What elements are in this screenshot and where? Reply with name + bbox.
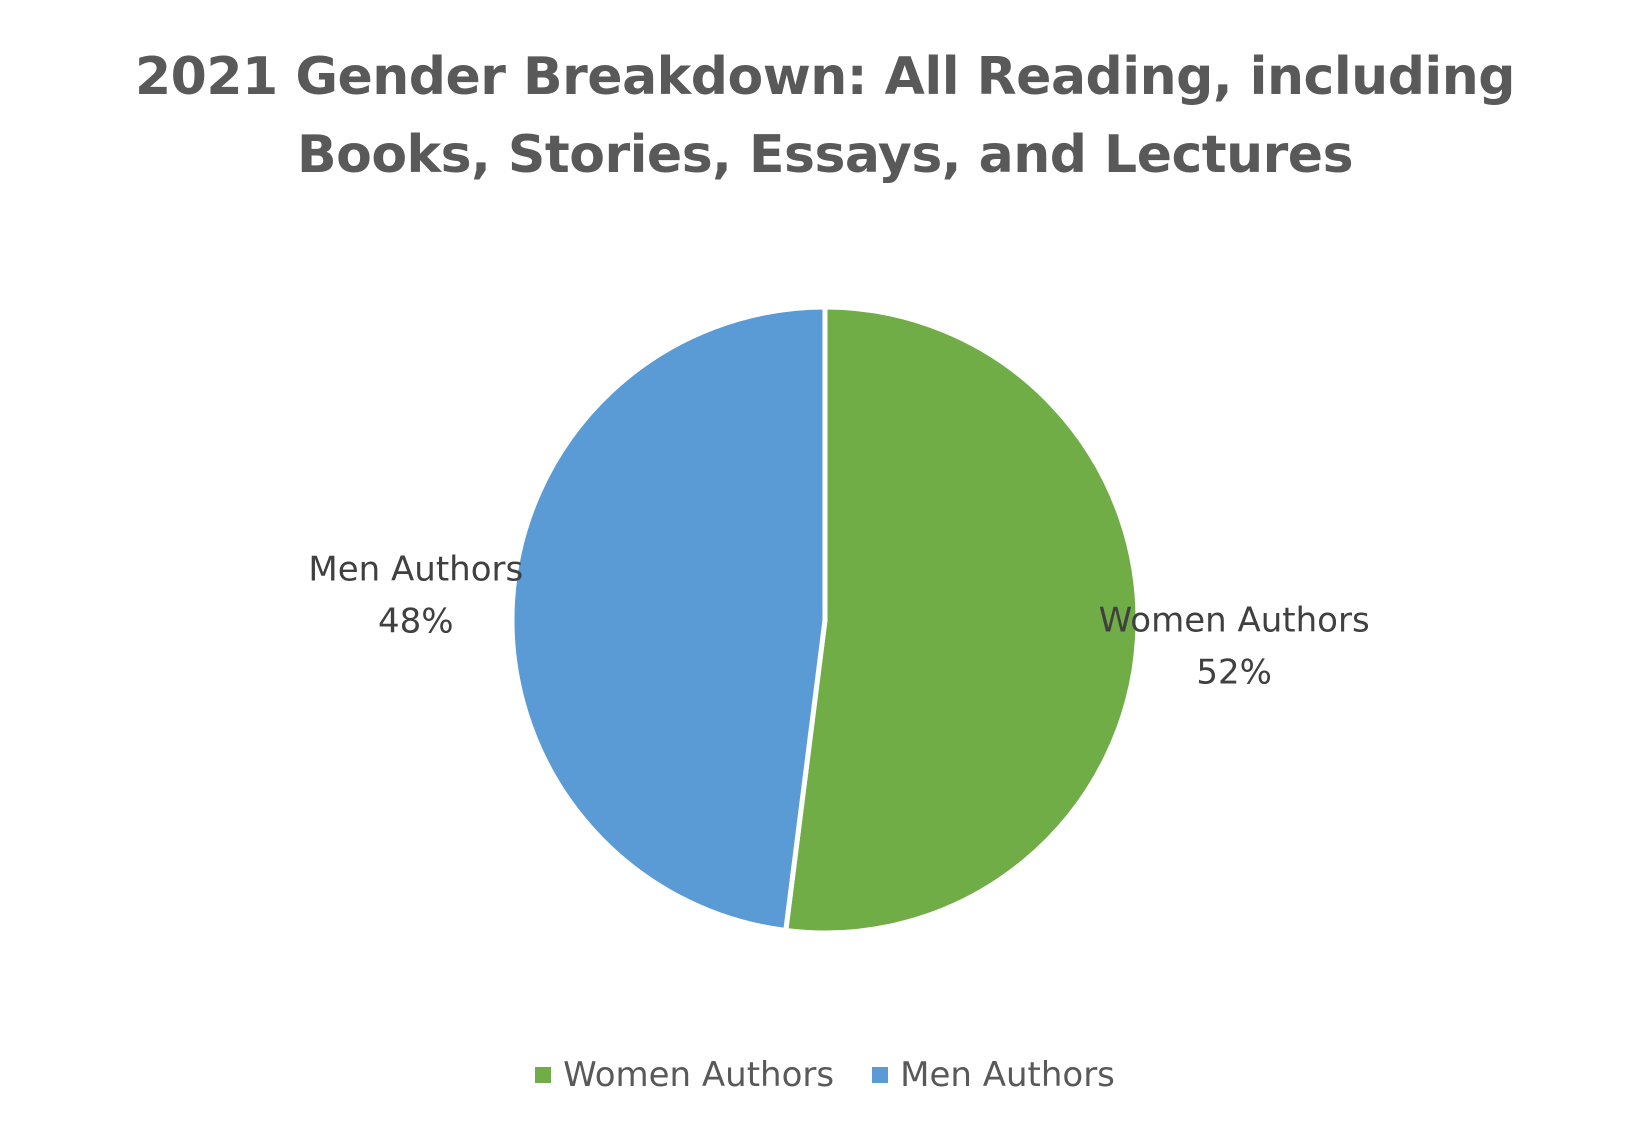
chart-legend: Women Authors Men Authors xyxy=(0,1055,1650,1095)
legend-label-men-authors: Men Authors xyxy=(900,1055,1115,1095)
chart-title-line-2: Books, Stories, Essays, and Lectures xyxy=(296,125,1354,185)
data-label-men-authors: Men Authors 48% xyxy=(308,549,523,641)
data-label-percent-men-authors: 48% xyxy=(378,601,454,641)
data-label-name-men-authors: Men Authors xyxy=(308,549,523,589)
data-label-percent-women-authors: 52% xyxy=(1196,653,1272,693)
data-label-name-women-authors: Women Authors xyxy=(1099,601,1370,641)
legend-item-women-authors: Women Authors xyxy=(535,1055,834,1095)
chart-title: 2021 Gender Breakdown: All Reading, incl… xyxy=(0,38,1650,194)
chart-title-line-1: 2021 Gender Breakdown: All Reading, incl… xyxy=(134,47,1516,107)
pie-slice-men-authors xyxy=(509,304,828,934)
legend-swatch-women-authors xyxy=(535,1067,552,1083)
legend-swatch-men-authors xyxy=(872,1067,889,1083)
legend-item-men-authors: Men Authors xyxy=(872,1055,1115,1095)
pie-slice-women-authors xyxy=(783,304,1141,936)
data-label-women-authors: Women Authors 52% xyxy=(1099,601,1370,693)
legend-label-women-authors: Women Authors xyxy=(563,1055,835,1095)
